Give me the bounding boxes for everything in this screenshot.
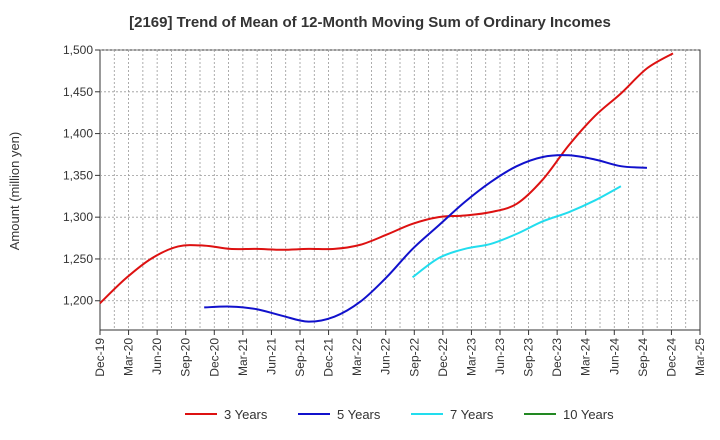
x-tick-label: Mar-25: [693, 338, 707, 376]
y-tick-label: 1,450: [63, 85, 93, 99]
x-tick-label: Dec-22: [436, 338, 450, 377]
x-tick-label: Sep-23: [522, 338, 536, 377]
y-tick-label: 1,200: [63, 294, 93, 308]
x-axis: Dec-19 Mar-20 Jun-20 Sep-20 Dec-20 Mar-21 Jun-…: [93, 330, 707, 377]
series-line-3-years: [99, 52, 674, 304]
legend: 3 Years 5 Years 7 Years 10 Years: [185, 407, 614, 422]
y-tick-label: 1,500: [63, 43, 93, 57]
y-tick-label: 1,250: [63, 252, 93, 266]
series-line-5-years: [204, 154, 648, 323]
y-tick-label: 1,300: [63, 210, 93, 224]
legend-label: 3 Years: [224, 407, 268, 422]
x-tick-label: Sep-24: [636, 338, 650, 377]
y-axis-label: Amount (million yen): [7, 132, 22, 251]
legend-label: 5 Years: [337, 407, 381, 422]
x-tick-label: Dec-23: [550, 338, 564, 377]
y-tick-label: 1,350: [63, 168, 93, 182]
x-tick-label: Sep-21: [293, 338, 307, 377]
x-tick-label: Mar-23: [464, 338, 478, 376]
x-tick-label: Jun-20: [150, 338, 164, 375]
y-axis: 1,200 1,250 1,300 1,350 1,400 1,450 1,500: [63, 43, 100, 308]
x-tick-label: Dec-24: [664, 338, 678, 377]
x-tick-label: Sep-20: [179, 338, 193, 377]
legend-label: 7 Years: [450, 407, 494, 422]
x-tick-label: Sep-22: [407, 338, 421, 377]
x-tick-label: Dec-19: [93, 338, 107, 377]
x-tick-label: Mar-22: [350, 338, 364, 376]
x-tick-label: Mar-21: [236, 338, 250, 376]
legend-label: 10 Years: [563, 407, 614, 422]
x-tick-label: Mar-24: [579, 338, 593, 376]
x-tick-label: Jun-21: [264, 338, 278, 375]
series-line-7-years: [411, 185, 622, 279]
x-tick-label: Jun-22: [379, 338, 393, 375]
x-tick-label: Jun-23: [493, 338, 507, 375]
x-tick-label: Dec-20: [207, 338, 221, 377]
y-tick-label: 1,400: [63, 127, 93, 141]
grid: [100, 49, 700, 330]
chart-title: [2169] Trend of Mean of 12-Month Moving …: [129, 14, 611, 31]
x-tick-label: Mar-20: [122, 338, 136, 376]
series-lines: [99, 52, 674, 323]
x-tick-label: Jun-24: [607, 338, 621, 375]
x-tick-label: Dec-21: [322, 338, 336, 377]
